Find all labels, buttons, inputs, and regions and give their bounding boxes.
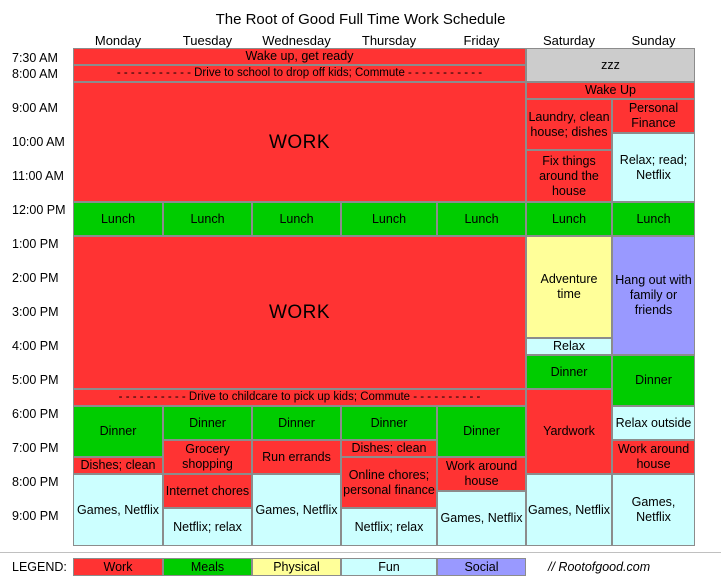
event-dinner-thursday: Dinner: [341, 406, 437, 440]
event-monday-games: Games, Netflix: [73, 474, 163, 546]
event-sunday-dinner: Dinner: [612, 355, 695, 406]
event-thursday-dishes: Dishes; clean: [341, 440, 437, 457]
time-label: 6:00 PM: [12, 407, 59, 421]
time-label: 9:00 AM: [12, 101, 58, 115]
day-header-monday: Monday: [94, 33, 142, 48]
time-label: 11:00 AM: [12, 169, 64, 183]
event-sunday-hang-out: Hang out with family or friends: [612, 236, 695, 355]
event-saturday-adventure: Adventure time: [526, 236, 612, 338]
event-sunday-work-around-house: Work around house: [612, 440, 695, 474]
time-label: 4:00 PM: [12, 339, 59, 353]
time-label: 1:00 PM: [12, 237, 59, 251]
event-wednesday-errands: Run errands: [252, 440, 341, 474]
event-tuesday-netflix-relax: Netflix; relax: [163, 508, 252, 546]
event-saturday-fix-things: Fix things around the house: [526, 150, 612, 202]
event-tuesday-grocery: Grocery shopping: [163, 440, 252, 474]
time-label: 12:00 PM: [12, 203, 66, 217]
day-header-friday: Friday: [463, 33, 500, 48]
time-label: 7:30 AM: [12, 51, 58, 65]
event-dinner-monday: Dinner: [73, 406, 163, 457]
event-wake-up-weekend: Wake Up: [526, 82, 695, 99]
event-lunch-saturday: Lunch: [526, 202, 612, 236]
event-lunch-sunday: Lunch: [612, 202, 695, 236]
event-saturday-dinner: Dinner: [526, 355, 612, 389]
event-lunch-monday: Lunch: [73, 202, 163, 236]
event-sunday-games: Games, Netflix: [612, 474, 695, 546]
time-label: 2:00 PM: [12, 271, 59, 285]
event-saturday-games: Games, Netflix: [526, 474, 612, 546]
event-saturday-yardwork: Yardwork: [526, 389, 612, 474]
legend-divider: [0, 552, 721, 553]
time-label: 8:00 PM: [12, 475, 59, 489]
time-label: 5:00 PM: [12, 373, 59, 387]
day-header-tuesday: Tuesday: [182, 33, 233, 48]
event-dinner-tuesday: Dinner: [163, 406, 252, 440]
day-header-thursday: Thursday: [361, 33, 417, 48]
event-dinner-wednesday: Dinner: [252, 406, 341, 440]
event-tuesday-internet-chores: Internet chores: [163, 474, 252, 508]
event-work-morning: WORK: [73, 82, 526, 202]
event-lunch-thursday: Lunch: [341, 202, 437, 236]
event-wednesday-games: Games, Netflix: [252, 474, 341, 546]
legend-work: Work: [73, 558, 163, 576]
event-lunch-wednesday: Lunch: [252, 202, 341, 236]
event-thursday-netflix-relax: Netflix; relax: [341, 508, 437, 546]
day-header-sunday: Sunday: [631, 33, 676, 48]
event-lunch-friday: Lunch: [437, 202, 526, 236]
event-saturday-relax: Relax: [526, 338, 612, 355]
event-saturday-laundry: Laundry, clean house; dishes: [526, 99, 612, 150]
time-label: 7:00 PM: [12, 441, 59, 455]
time-label: 9:00 PM: [12, 509, 59, 523]
event-dinner-friday: Dinner: [437, 406, 526, 457]
legend-fun: Fun: [341, 558, 437, 576]
event-commute-morning: - - - - - - - - - - - Drive to school to…: [73, 65, 526, 82]
event-monday-dishes: Dishes; clean: [73, 457, 163, 474]
event-sleep: zzz: [526, 48, 695, 82]
event-wake-up-weekday: Wake up, get ready: [73, 48, 526, 65]
site-credit: // Rootofgood.com: [548, 560, 651, 574]
time-label: 10:00 AM: [12, 135, 65, 149]
time-label: 8:00 AM: [12, 67, 58, 81]
event-sunday-relax-read: Relax; read; Netflix: [612, 133, 695, 202]
day-header-saturday: Saturday: [542, 33, 596, 48]
legend-label: LEGEND:: [12, 560, 67, 574]
legend-physical: Physical: [252, 558, 341, 576]
event-lunch-tuesday: Lunch: [163, 202, 252, 236]
event-friday-work-around-house: Work around house: [437, 457, 526, 491]
event-commute-evening: - - - - - - - - - - Drive to childcare t…: [73, 389, 526, 406]
day-header-wednesday: Wednesday: [262, 33, 331, 48]
event-thursday-online-chores: Online chores; personal finance: [341, 457, 437, 508]
event-work-afternoon: WORK: [73, 236, 526, 389]
time-label: 3:00 PM: [12, 305, 59, 319]
event-sunday-relax-outside: Relax outside: [612, 406, 695, 440]
legend-social: Social: [437, 558, 526, 576]
event-friday-games: Games, Netflix: [437, 491, 526, 546]
legend-meals: Meals: [163, 558, 252, 576]
event-sunday-finance: Personal Finance: [612, 99, 695, 133]
page-title: The Root of Good Full Time Work Schedule: [215, 11, 506, 28]
